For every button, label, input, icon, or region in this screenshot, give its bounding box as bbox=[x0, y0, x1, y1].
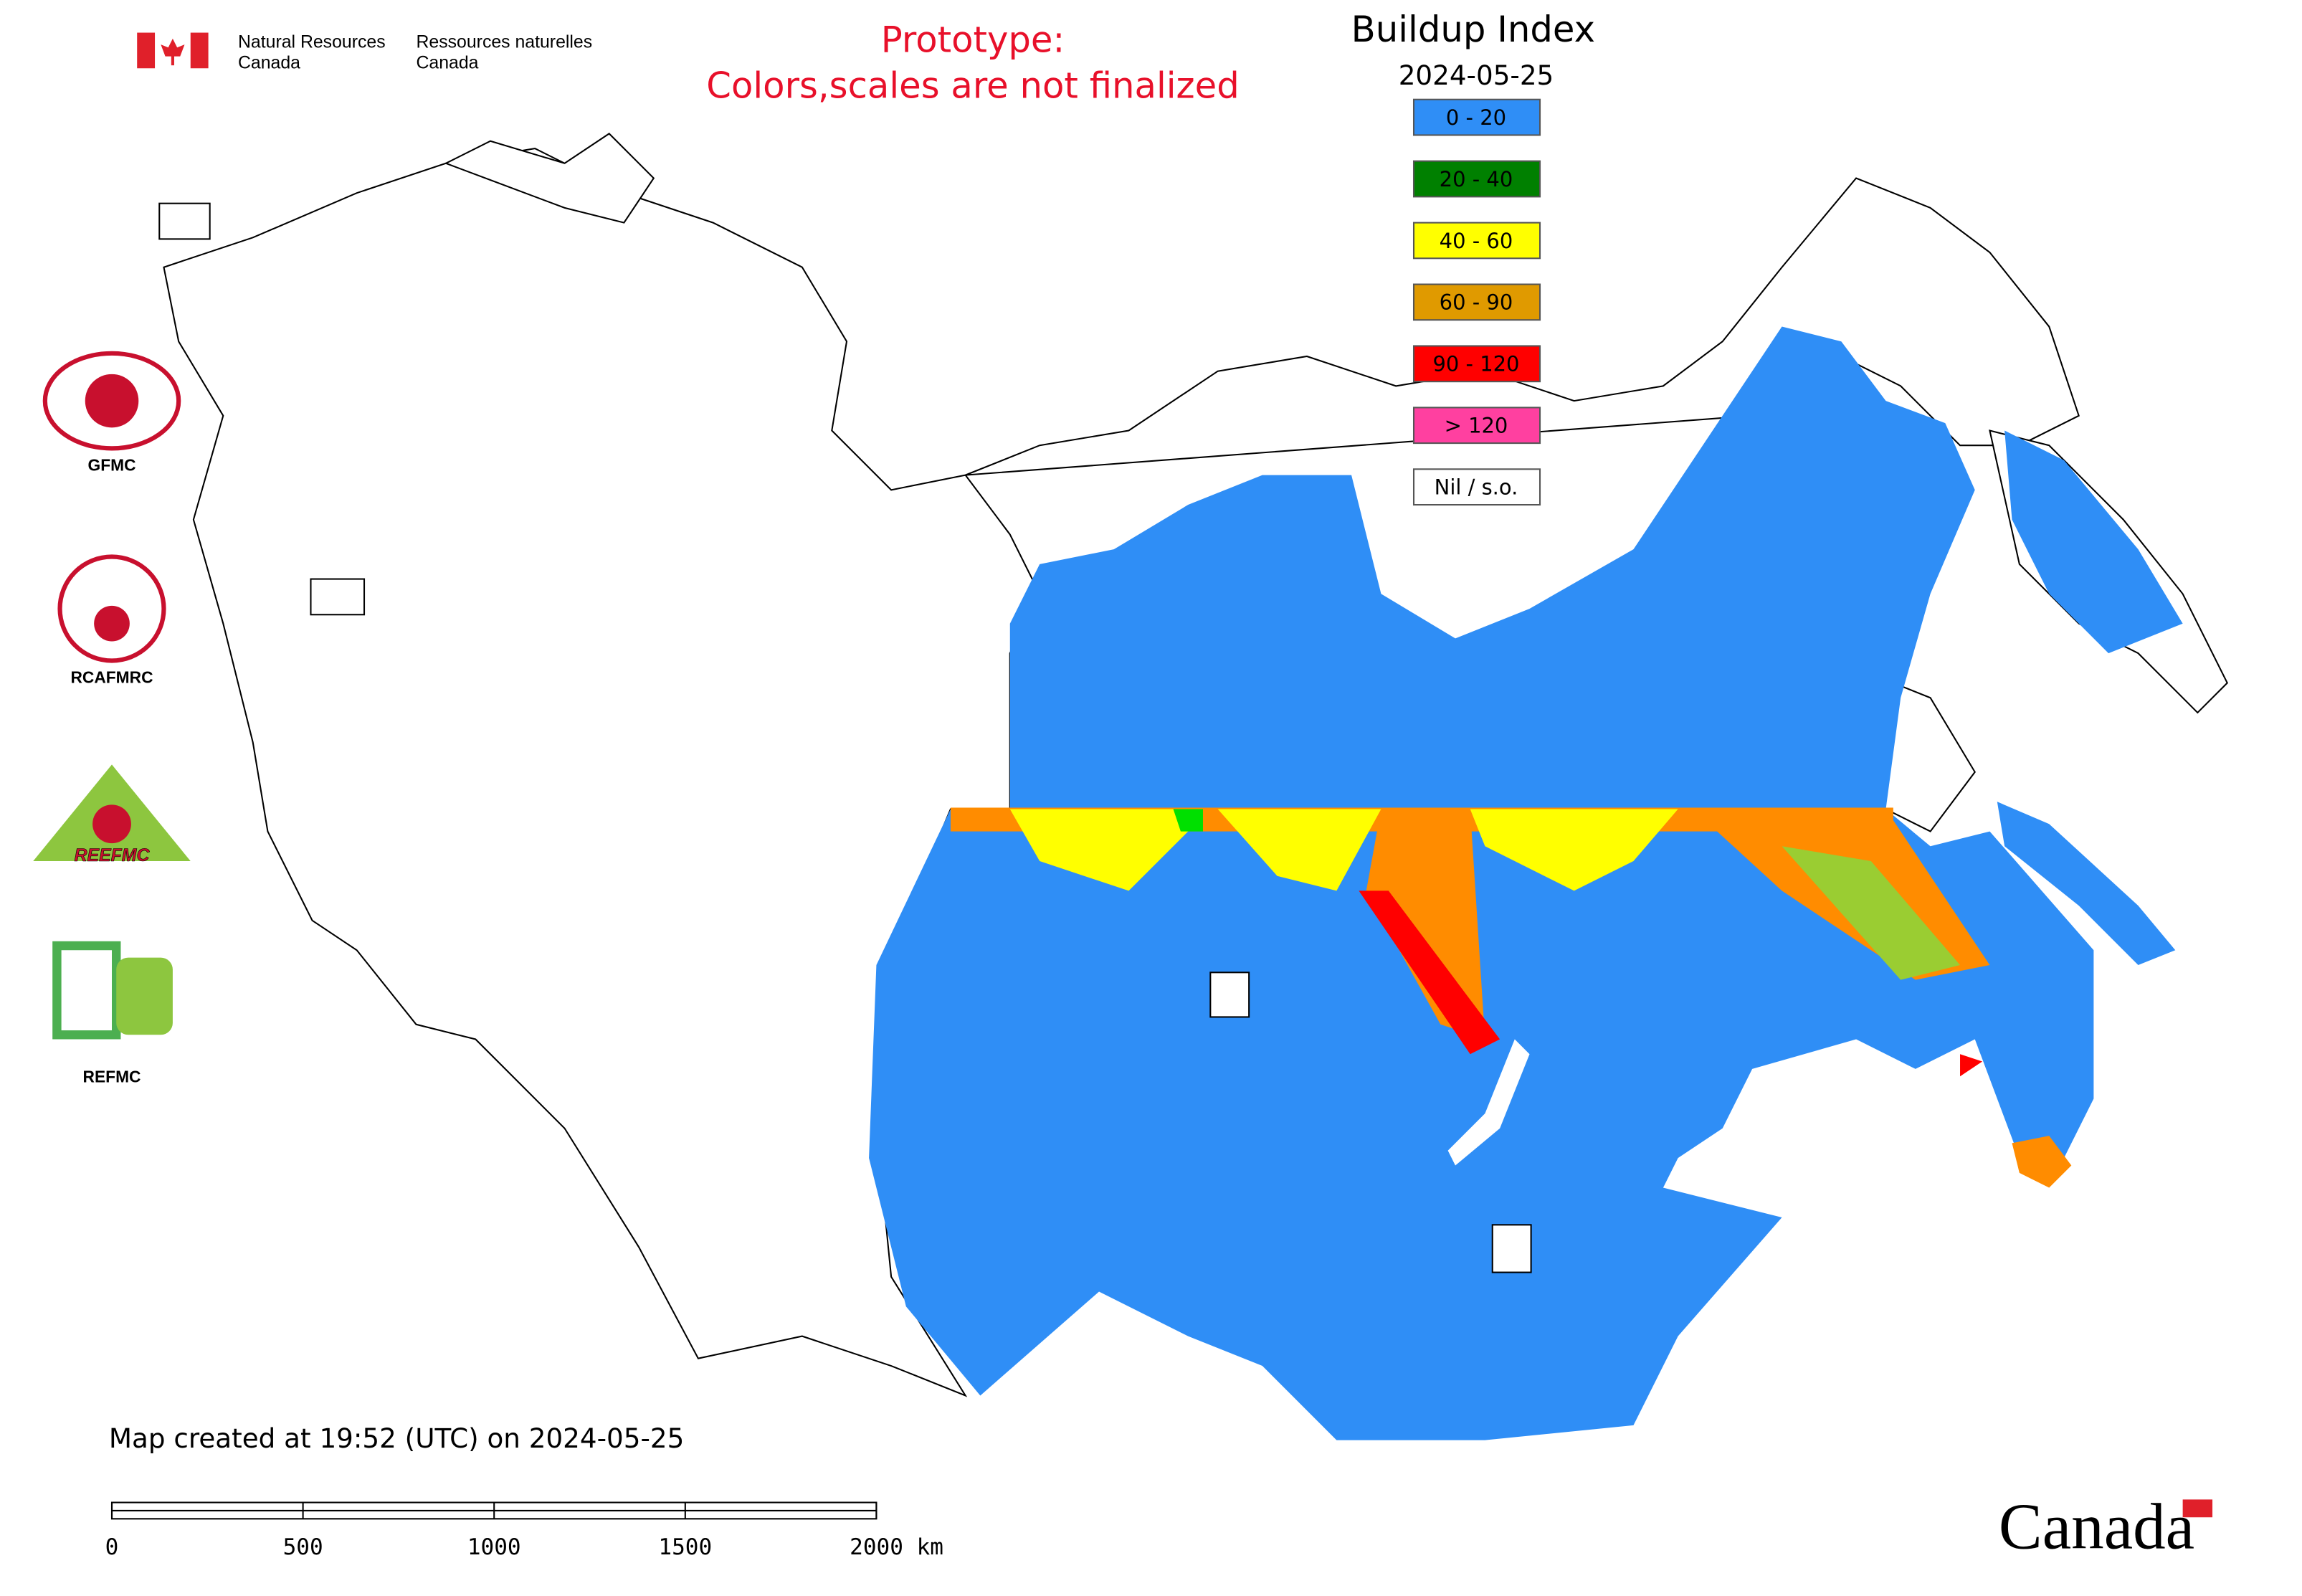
map-title: Buildup Index bbox=[1351, 9, 1595, 50]
logo-caption: REFMC bbox=[83, 1068, 141, 1086]
map-date: 2024-05-25 bbox=[1399, 60, 1554, 91]
agency-signature: Natural Resources Canada Ressources natu… bbox=[137, 32, 592, 72]
legend-swatch bbox=[1412, 345, 1541, 383]
flag-bar bbox=[190, 32, 209, 69]
scale-bar-label: 1000 bbox=[467, 1534, 521, 1560]
legend-label: > 120 bbox=[1445, 414, 1508, 438]
maple-leaf bbox=[161, 38, 185, 66]
creation-note: Map created at 19:52 (UTC) on 2024-05-25 bbox=[109, 1422, 684, 1454]
logo-refmc bbox=[52, 941, 121, 1040]
scale-bar-label: 0 bbox=[105, 1534, 119, 1560]
coverage-area bbox=[869, 326, 2094, 1440]
legend-label: 40 - 60 bbox=[1440, 229, 1513, 253]
logo-text: REEFMC bbox=[75, 846, 151, 865]
department-en: Natural Resources bbox=[238, 32, 386, 52]
station-markers bbox=[158, 202, 1532, 1273]
legend-swatch bbox=[1412, 468, 1541, 506]
legend: 0 - 20 20 - 40 40 - 60 60 - 90 90 - 120 > 120… bbox=[1412, 98, 1541, 506]
scale-bar: 0 500 1000 1500 2000 km bbox=[105, 1501, 943, 1560]
legend-swatch bbox=[1412, 160, 1541, 198]
sakhalin-area bbox=[1997, 802, 2176, 965]
department-fr: Canada bbox=[417, 53, 479, 72]
scale-bar-label: 500 bbox=[283, 1534, 323, 1560]
logo-caption: RCAFMRC bbox=[70, 668, 153, 687]
scale-bar-label: 2000 km bbox=[850, 1534, 943, 1560]
scale-bar-label: 1500 bbox=[658, 1534, 712, 1560]
kamchatka-area bbox=[2004, 430, 2183, 654]
wordmark: Canada bbox=[1999, 1491, 2194, 1563]
legend-swatch bbox=[1412, 98, 1541, 136]
legend-label: 60 - 90 bbox=[1440, 290, 1513, 315]
logo-reefmc-flame bbox=[92, 804, 131, 844]
lake-baikal bbox=[1447, 1039, 1530, 1166]
department-fr: Ressources naturelles bbox=[417, 32, 593, 52]
index-band bbox=[950, 807, 2072, 1188]
legend-label: 0 - 20 bbox=[1446, 105, 1506, 130]
notice: Colors,scales are not finalized bbox=[706, 65, 1239, 107]
legend-label: 90 - 120 bbox=[1432, 352, 1519, 376]
partner-logos: GFMC RCAFMRC REEFMC REFMC bbox=[33, 351, 191, 1086]
logo-gfmc-flame bbox=[85, 374, 139, 428]
logo-caption: GFMC bbox=[87, 455, 135, 474]
flag-bar bbox=[137, 32, 156, 69]
department-en: Canada bbox=[238, 53, 300, 72]
legend-swatch bbox=[1412, 283, 1541, 321]
logo-rcafmrc-flame bbox=[94, 605, 130, 642]
legend-swatch bbox=[1412, 407, 1541, 445]
logo-refmc-panel bbox=[116, 957, 173, 1035]
legend-label: Nil / s.o. bbox=[1435, 475, 1518, 500]
notice: Prototype: bbox=[881, 19, 1065, 60]
legend-swatch bbox=[1412, 222, 1541, 260]
legend-label: 20 - 40 bbox=[1440, 167, 1513, 191]
wordmark-flag bbox=[2182, 1499, 2213, 1518]
